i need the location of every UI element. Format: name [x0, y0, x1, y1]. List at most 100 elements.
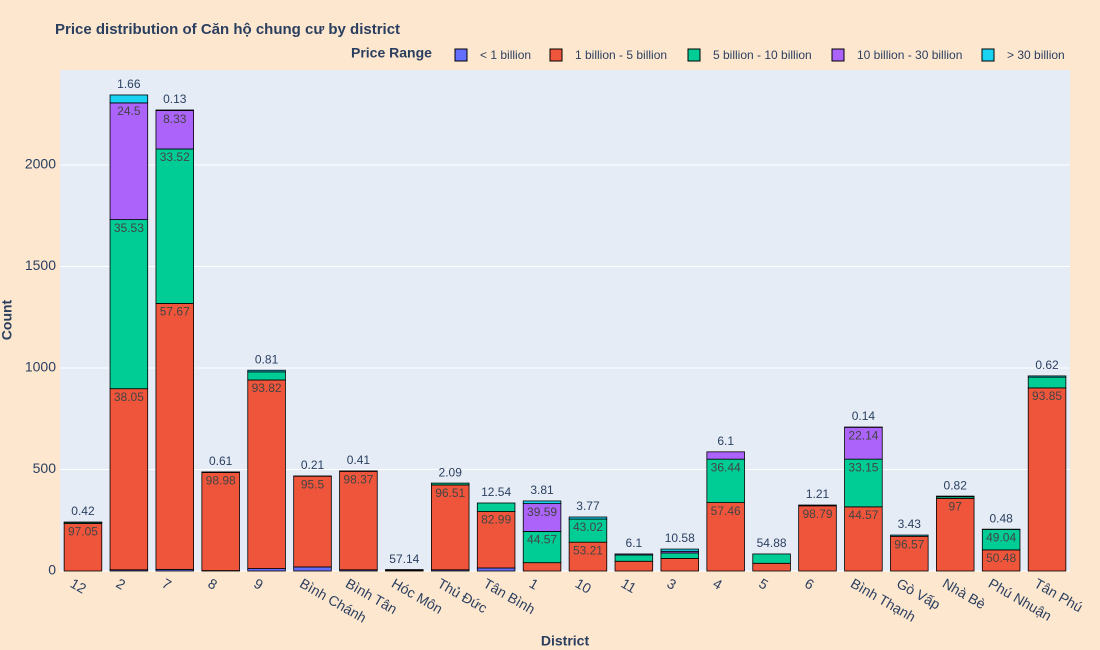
data-label: 96.51	[435, 486, 465, 500]
bar-segment	[706, 451, 745, 460]
data-label: 54.88	[757, 536, 787, 550]
bar-segment	[431, 484, 470, 571]
data-label: 57.46	[711, 504, 741, 518]
legend-label: 1 billion - 5 billion	[575, 48, 667, 62]
bar-segment	[476, 502, 516, 512]
bar-segment	[660, 548, 699, 552]
bar-segment	[109, 102, 149, 221]
data-label: 44.57	[848, 508, 878, 522]
x-axis-title: District	[541, 633, 590, 649]
y-tick-label: 500	[33, 460, 57, 476]
data-label: 0.81	[255, 352, 279, 366]
data-label: 43.02	[573, 520, 603, 534]
bar-segment	[614, 553, 654, 556]
y-tick-label: 2000	[25, 156, 56, 172]
data-label: 53.21	[573, 543, 603, 557]
bar-segment	[936, 497, 975, 572]
bar-segment	[476, 567, 516, 572]
bar-segment	[844, 458, 883, 508]
bar-segment	[201, 471, 240, 473]
bar-segment	[522, 500, 562, 505]
bar-segment	[568, 516, 608, 520]
bar-segment	[660, 552, 699, 559]
bar-segment	[936, 495, 975, 498]
bar-segment	[752, 562, 791, 572]
legend-label: > 30 billion	[1007, 48, 1065, 62]
bar-segment	[155, 303, 194, 570]
data-label: 35.53	[114, 221, 144, 235]
data-label: 93.85	[1032, 389, 1062, 403]
data-label: 57.67	[160, 305, 190, 319]
data-label: 0.48	[989, 511, 1013, 525]
bar-segment	[660, 558, 699, 572]
bar-segment	[155, 109, 194, 111]
bar-segment	[201, 472, 240, 571]
legend-label: 5 billion - 10 billion	[713, 48, 812, 62]
bar-segment	[247, 371, 286, 381]
data-label: 0.61	[209, 454, 233, 468]
legend-label: < 1 billion	[480, 48, 531, 62]
legend-label: 10 billion - 30 billion	[857, 48, 962, 62]
data-label: 0.62	[1035, 358, 1059, 372]
data-label: 98.37	[343, 472, 373, 486]
data-label: 98.98	[206, 474, 236, 488]
bar-segment	[522, 503, 562, 532]
data-label: 3.43	[898, 517, 922, 531]
y-tick-label: 0	[48, 562, 56, 578]
data-label: 0.42	[71, 504, 95, 518]
y-tick-label: 1000	[25, 359, 56, 375]
bar-segment	[339, 470, 378, 571]
data-label: 50.48	[986, 551, 1016, 565]
bar-segment	[431, 482, 470, 486]
bar-segment	[385, 569, 424, 571]
data-label: 0.41	[347, 453, 371, 467]
bar-segment	[522, 562, 562, 572]
data-label: 97	[949, 499, 963, 513]
legend-title: Price Range	[351, 45, 432, 61]
data-label: 24.5	[117, 104, 141, 118]
bar-segment	[293, 475, 332, 568]
legend-swatch	[831, 48, 845, 62]
data-label: 82.99	[481, 513, 511, 527]
bar-segment	[614, 554, 654, 562]
data-label: 6.1	[626, 536, 643, 550]
data-label: 12.54	[481, 485, 511, 499]
bar-segment	[1027, 387, 1067, 572]
bar-segment	[890, 535, 929, 572]
bar-segment	[155, 110, 194, 150]
bar-segment	[155, 148, 194, 304]
data-label: 49.04	[986, 531, 1016, 545]
data-label: 0.82	[944, 478, 968, 492]
data-label: 93.82	[252, 381, 282, 395]
bar-segment	[798, 504, 837, 507]
x-tick-label: 11	[619, 575, 640, 596]
data-label: 22.14	[848, 428, 878, 442]
bar-segment	[109, 388, 149, 571]
bar-segment	[890, 534, 929, 537]
bar-segment	[614, 560, 654, 572]
y-tick-label: 1500	[25, 257, 56, 273]
data-label: 36.44	[711, 460, 741, 474]
bar-segment	[293, 566, 332, 572]
x-tick-label: 12	[68, 575, 90, 597]
bar-segment	[706, 502, 745, 572]
bar-segment	[844, 506, 883, 572]
bar-segment	[1027, 375, 1067, 378]
data-label: 8.33	[163, 112, 187, 126]
data-label: 1.66	[117, 77, 141, 91]
legend-swatch	[981, 48, 995, 62]
data-label: 97.05	[68, 525, 98, 539]
bar-segment	[752, 553, 791, 564]
data-label: 0.13	[163, 92, 187, 106]
bar-segment	[247, 369, 286, 373]
data-label: 0.14	[852, 409, 876, 423]
chart-title: Price distribution of Căn hộ chung cư by…	[55, 21, 400, 38]
data-label: 96.57	[894, 537, 924, 551]
bar-segment	[522, 531, 562, 564]
legend-swatch	[454, 48, 468, 62]
data-label: 39.59	[527, 505, 557, 519]
bar-segment	[109, 94, 149, 104]
bar-segment	[109, 219, 149, 390]
